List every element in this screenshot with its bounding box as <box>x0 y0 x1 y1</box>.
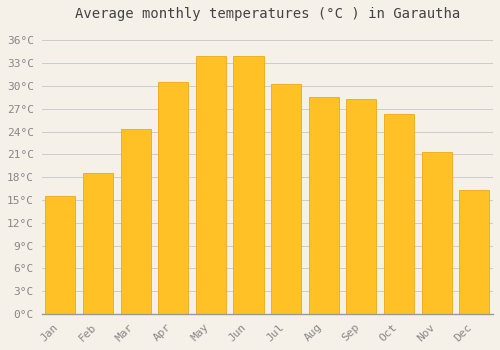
Bar <box>346 99 376 314</box>
Bar <box>308 97 339 314</box>
Bar <box>83 174 113 314</box>
Bar <box>384 114 414 314</box>
Bar <box>46 196 76 314</box>
Bar <box>459 190 490 314</box>
Bar <box>234 56 264 314</box>
Bar <box>196 56 226 314</box>
Bar <box>422 152 452 314</box>
Bar <box>271 84 301 314</box>
Bar <box>158 82 188 314</box>
Title: Average monthly temperatures (°C ) in Garautha: Average monthly temperatures (°C ) in Ga… <box>74 7 460 21</box>
Bar <box>120 130 150 314</box>
